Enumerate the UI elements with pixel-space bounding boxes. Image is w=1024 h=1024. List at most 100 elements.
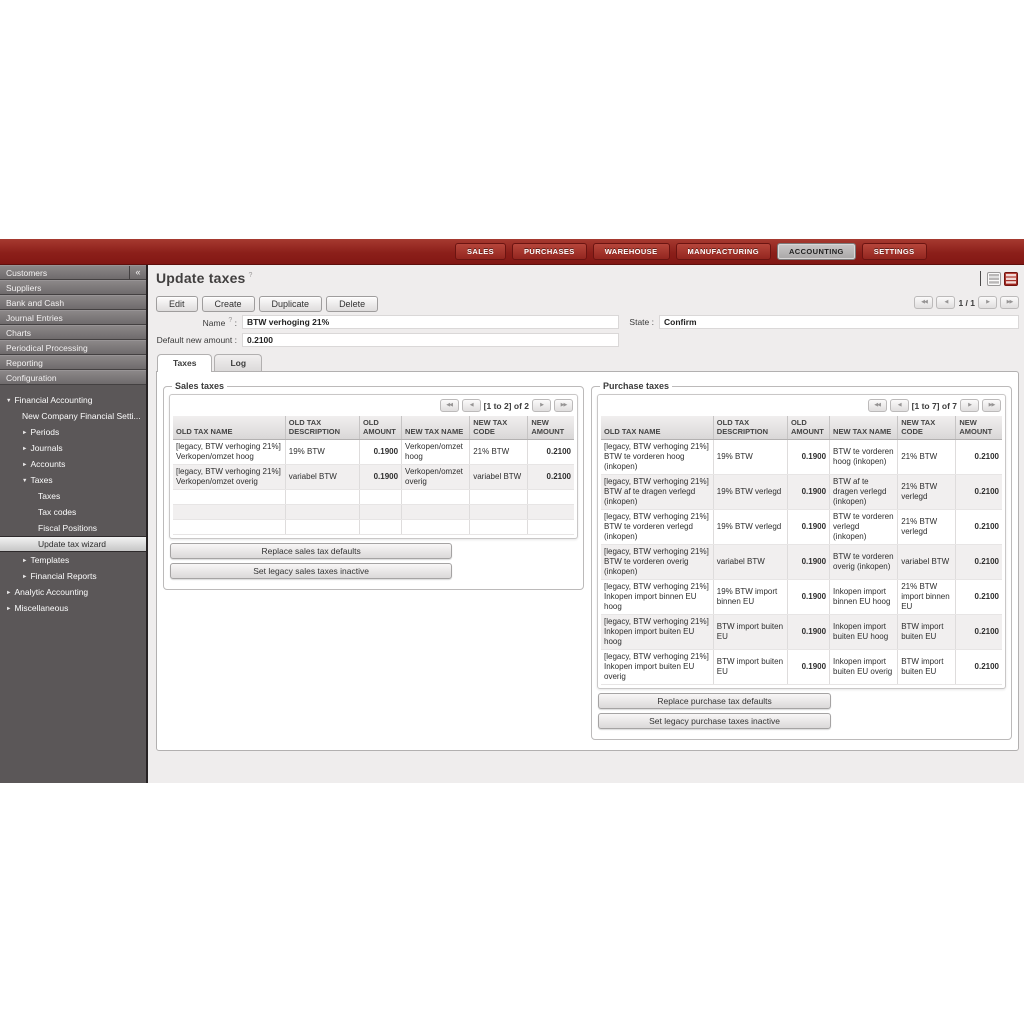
column-header-old-tax-description[interactable]: OLD TAX DESCRIPTION: [285, 416, 360, 440]
sidebar-item-periodical-processing[interactable]: Periodical Processing: [0, 340, 146, 355]
tree-item-fiscal-positions[interactable]: Fiscal Positions: [0, 520, 146, 536]
collapsed-arrow-icon[interactable]: ►: [22, 430, 28, 436]
sales-next-page-button[interactable]: ▶: [532, 399, 551, 412]
nav-accounting[interactable]: ACCOUNTING: [776, 243, 856, 260]
column-header-old-tax-name[interactable]: OLD TAX NAME: [173, 416, 286, 440]
record-last-page-button[interactable]: ▶▶: [1000, 296, 1019, 309]
column-header-old-amount[interactable]: OLD AMOUNT: [359, 416, 403, 440]
sales-prev-page-button[interactable]: ◀: [461, 399, 481, 412]
tree-item-financial-reports[interactable]: ► Financial Reports: [0, 568, 146, 584]
tree-item-update-tax-wizard[interactable]: Update tax wizard: [0, 536, 146, 552]
column-header-new-tax-code[interactable]: NEW TAX CODE: [897, 416, 957, 440]
nav-warehouse[interactable]: WAREHOUSE: [592, 243, 670, 260]
list-view-icon[interactable]: [987, 271, 1001, 286]
collapsed-arrow-icon[interactable]: ►: [6, 606, 12, 612]
column-header-old-amount[interactable]: OLD AMOUNT: [787, 416, 831, 440]
purchase-pager-text: [1 to 7] of 7: [911, 400, 957, 411]
sidebar-collapse-icon[interactable]: «: [129, 266, 146, 279]
sales-last-page-button[interactable]: ▶▶: [554, 399, 573, 412]
sidebar-item-charts[interactable]: Charts: [0, 325, 146, 340]
table-row[interactable]: [legacy, BTW verhoging 21%] Inkopen impo…: [601, 614, 1002, 650]
purchase-last-page-button[interactable]: ▶▶: [982, 399, 1001, 412]
delete-button[interactable]: Delete: [326, 295, 379, 312]
table-empty-row: [173, 489, 574, 505]
table-cell: [285, 504, 360, 520]
record-next-page-button[interactable]: ▶: [978, 296, 997, 309]
set-legacy-purchase-taxes-inactive-button[interactable]: Set legacy purchase taxes inactive: [598, 712, 832, 729]
tab-taxes[interactable]: Taxes: [157, 354, 213, 372]
nav-manufacturing[interactable]: MANUFACTURING: [675, 243, 771, 260]
tree-item-new-company-financial-setti[interactable]: New Company Financial Setti...: [0, 408, 146, 424]
table-row[interactable]: [legacy, BTW verhoging 21%] BTW te vorde…: [601, 544, 1002, 580]
collapsed-arrow-icon[interactable]: ►: [6, 590, 12, 596]
collapsed-arrow-icon[interactable]: ►: [22, 574, 28, 580]
table-row[interactable]: [legacy, BTW verhoging 21%] BTW te vorde…: [601, 509, 1002, 545]
column-header-new-tax-code[interactable]: NEW TAX CODE: [469, 416, 529, 440]
sidebar-item-journal-entries[interactable]: Journal Entries: [0, 310, 146, 325]
duplicate-button[interactable]: Duplicate: [258, 295, 323, 312]
purchase-next-page-button[interactable]: ▶: [960, 399, 979, 412]
tree-item-templates[interactable]: ► Templates: [0, 552, 146, 568]
table-cell: variabel BTW: [713, 544, 788, 580]
sidebar-item-customers[interactable]: Customers «: [0, 265, 146, 280]
tree-item-accounts[interactable]: ► Accounts: [0, 456, 146, 472]
replace-sales-tax-defaults-button[interactable]: Replace sales tax defaults: [170, 542, 453, 559]
tree-item-financial-accounting[interactable]: ▼ Financial Accounting: [0, 392, 146, 408]
tree-item-miscellaneous[interactable]: ► Miscellaneous: [0, 600, 146, 616]
sidebar-item-configuration[interactable]: Configuration: [0, 370, 146, 385]
table-cell: [legacy, BTW verhoging 21%] Inkopen impo…: [601, 579, 714, 615]
default-amount-field[interactable]: 0.2100: [242, 333, 619, 347]
state-field[interactable]: Confirm: [659, 315, 1019, 329]
sidebar-item-suppliers[interactable]: Suppliers: [0, 280, 146, 295]
tree-item-label: Miscellaneous: [14, 603, 69, 613]
column-header-new-tax-name[interactable]: NEW TAX NAME: [829, 416, 899, 440]
purchase-first-page-button[interactable]: ◀◀: [867, 399, 887, 412]
table-row[interactable]: [legacy, BTW verhoging 21%] Inkopen impo…: [601, 649, 1002, 685]
record-first-page-button[interactable]: ◀◀: [914, 296, 934, 309]
purchase-prev-page-button[interactable]: ◀: [889, 399, 909, 412]
collapsed-arrow-icon[interactable]: ►: [22, 446, 28, 452]
create-button[interactable]: Create: [201, 295, 255, 312]
column-header-new-amount[interactable]: NEW AMOUNT: [955, 416, 1002, 440]
tree-item-tax-codes[interactable]: Tax codes: [0, 504, 146, 520]
name-help-icon[interactable]: ?: [228, 316, 233, 324]
help-icon[interactable]: ?: [248, 271, 253, 279]
table-row[interactable]: [legacy, BTW verhoging 21%] Inkopen impo…: [601, 579, 1002, 615]
record-prev-page-button[interactable]: ◀: [936, 296, 956, 309]
table-row[interactable]: [legacy, BTW verhoging 21%] BTW af te dr…: [601, 474, 1002, 510]
tree-item-taxes[interactable]: ▼ Taxes: [0, 472, 146, 488]
table-row[interactable]: [legacy, BTW verhoging 21%] Verkopen/omz…: [173, 464, 574, 490]
tree-item-taxes[interactable]: Taxes: [0, 488, 146, 504]
table-row[interactable]: [legacy, BTW verhoging 21%] BTW te vorde…: [601, 439, 1002, 475]
name-field[interactable]: BTW verhoging 21%: [242, 315, 619, 329]
state-label: State :: [629, 317, 654, 327]
expanded-arrow-icon[interactable]: ▼: [22, 478, 28, 484]
nav-purchases[interactable]: PURCHASES: [512, 243, 587, 260]
tree-item-journals[interactable]: ► Journals: [0, 440, 146, 456]
sidebar-item-reporting[interactable]: Reporting: [0, 355, 146, 370]
nav-settings[interactable]: SETTINGS: [861, 243, 927, 260]
column-header-old-tax-description[interactable]: OLD TAX DESCRIPTION: [713, 416, 788, 440]
sidebar-item-label: Periodical Processing: [6, 343, 88, 353]
tree-item-analytic-accounting[interactable]: ► Analytic Accounting: [0, 584, 146, 600]
set-legacy-sales-taxes-inactive-button[interactable]: Set legacy sales taxes inactive: [170, 562, 453, 579]
column-header-new-tax-name[interactable]: NEW TAX NAME: [401, 416, 471, 440]
column-header-old-tax-name[interactable]: OLD TAX NAME: [601, 416, 714, 440]
collapsed-arrow-icon[interactable]: ►: [22, 462, 28, 468]
table-row[interactable]: [legacy, BTW verhoging 21%] Verkopen/omz…: [173, 439, 574, 465]
table-cell: 0.2100: [955, 614, 1002, 650]
tab-log[interactable]: Log: [214, 354, 263, 371]
nav-sales[interactable]: SALES: [455, 243, 507, 260]
expanded-arrow-icon[interactable]: ▼: [6, 398, 12, 404]
column-header-new-amount[interactable]: NEW AMOUNT: [527, 416, 574, 440]
table-cell: [401, 489, 471, 505]
form-view-icon[interactable]: [1004, 271, 1018, 286]
edit-button[interactable]: Edit: [156, 295, 198, 312]
tree-item-label: Accounts: [30, 459, 66, 469]
sidebar-item-bank-and-cash[interactable]: Bank and Cash: [0, 295, 146, 310]
tree-item-periods[interactable]: ► Periods: [0, 424, 146, 440]
sales-first-page-button[interactable]: ◀◀: [439, 399, 459, 412]
collapsed-arrow-icon[interactable]: ►: [22, 558, 28, 564]
replace-purchase-tax-defaults-button[interactable]: Replace purchase tax defaults: [598, 692, 832, 709]
table-cell: [359, 489, 403, 505]
